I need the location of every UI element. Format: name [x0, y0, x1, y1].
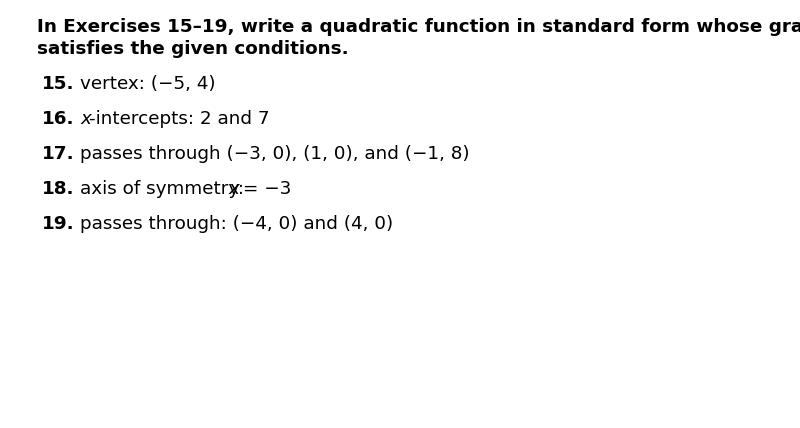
Text: passes through (−3, 0), (1, 0), and (−1, 8): passes through (−3, 0), (1, 0), and (−1,…: [80, 145, 470, 163]
Text: x: x: [80, 110, 91, 128]
Text: passes through: (−4, 0) and (4, 0): passes through: (−4, 0) and (4, 0): [80, 215, 394, 233]
Text: 15.: 15.: [42, 75, 74, 93]
Text: 16.: 16.: [42, 110, 74, 128]
Text: 19.: 19.: [42, 215, 74, 233]
Text: axis of symmetry:: axis of symmetry:: [80, 180, 256, 198]
Text: 17.: 17.: [42, 145, 74, 163]
Text: satisfies the given conditions.: satisfies the given conditions.: [37, 40, 349, 58]
Text: = −3: = −3: [237, 180, 291, 198]
Text: x: x: [228, 180, 239, 198]
Text: In Exercises 15–19, write a quadratic function in standard form whose graph: In Exercises 15–19, write a quadratic fu…: [37, 18, 800, 36]
Text: 18.: 18.: [42, 180, 74, 198]
Text: vertex: (−5, 4): vertex: (−5, 4): [80, 75, 216, 93]
Text: -intercepts: 2 and 7: -intercepts: 2 and 7: [89, 110, 270, 128]
